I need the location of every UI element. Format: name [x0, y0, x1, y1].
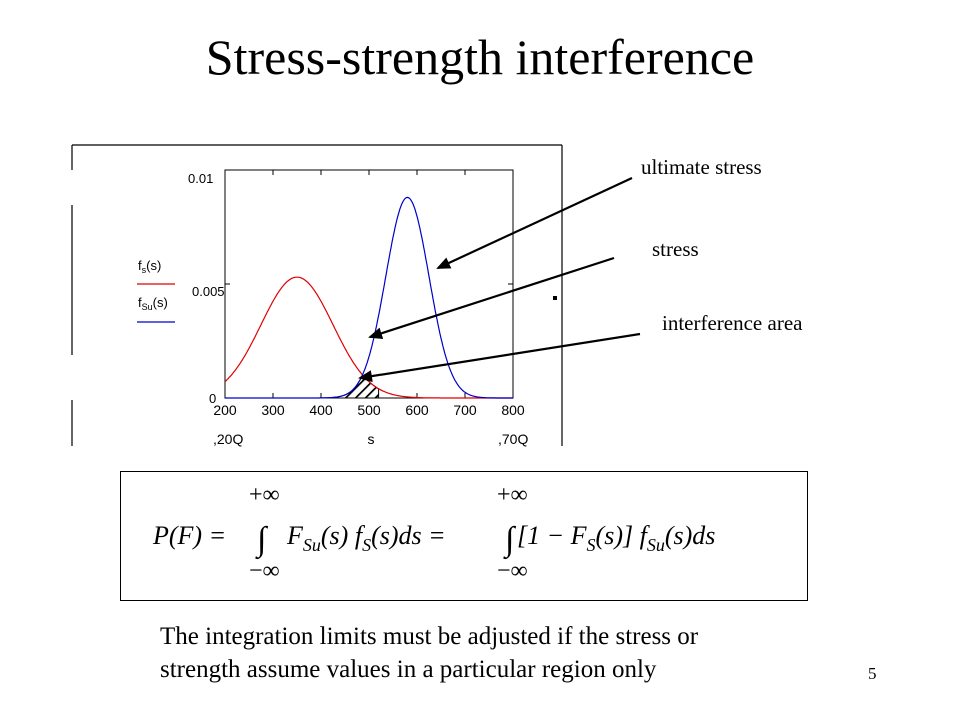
legend: fs(s) fSu(s): [137, 258, 175, 323]
arrow-stress: [368, 256, 615, 340]
formula-box: P(F) = +∞ ∫ −∞ FSu(s) fS(s)ds = +∞ ∫ −∞ …: [120, 471, 808, 601]
series-lines: [224, 196, 513, 399]
interference-hatch: [287, 374, 380, 399]
y-tick-label: 0.005: [192, 284, 225, 299]
x-tick-label: 500: [357, 402, 381, 418]
formula-lhs: P(F) =: [152, 521, 226, 550]
x-tick-label: 600: [405, 402, 429, 418]
callout-ultimate-stress: ultimate stress: [641, 155, 762, 179]
caption: The integration limits must be adjusted …: [160, 620, 860, 686]
formula-term2: [1 − FS(s)] fSu(s)ds: [517, 521, 715, 555]
callout-arrows: [358, 177, 641, 383]
integral-1-sign: ∫: [255, 521, 269, 560]
tick-labels: 200 300 400 500 600 700 800 0 0.005 0.01 s ,20Q ,70Q: [188, 171, 528, 447]
callout-interference-area: interference area: [662, 311, 803, 335]
integral-2-sign: ∫: [503, 521, 517, 560]
marker-dot: [553, 296, 557, 300]
integral-1-upper: +∞: [249, 482, 280, 508]
caption-line-1: The integration limits must be adjusted …: [160, 623, 699, 650]
slide-title: Stress-strength interference: [205, 29, 755, 85]
formula: P(F) = +∞ ∫ −∞ FSu(s) fS(s)ds = +∞ ∫ −∞ …: [152, 482, 715, 584]
x-tick-label: 200: [213, 402, 237, 418]
formula-term1: FSu(s) fS(s)ds =: [286, 521, 446, 555]
x-axis-label: s: [368, 431, 375, 447]
y-tick-label: 0.01: [188, 171, 213, 186]
series-strength-line: [225, 196, 513, 399]
legend-strength-label: fSu(s): [138, 295, 168, 312]
tick-marks: [224, 169, 514, 399]
interference-area: [287, 374, 380, 399]
arrow-ultimate-stress: [436, 177, 633, 269]
caption-line-2: strength assume values in a particular r…: [160, 656, 657, 683]
x-range-label-end: ,70Q: [498, 431, 528, 447]
integral-2-lower: −∞: [497, 558, 528, 584]
x-tick-label: 300: [261, 402, 285, 418]
x-range-label-start: ,20Q: [213, 431, 243, 447]
integral-2-upper: +∞: [497, 482, 528, 508]
series-stress-line: [224, 276, 513, 399]
integral-1-lower: −∞: [249, 558, 280, 584]
plot-area: [224, 169, 514, 399]
x-tick-label: 700: [453, 402, 477, 418]
arrow-interference: [358, 332, 641, 383]
x-tick-label: 400: [309, 402, 333, 418]
y-tick-label: 0: [209, 391, 216, 406]
callout-stress: stress: [652, 237, 699, 261]
chart-frame: [71, 144, 563, 446]
x-tick-label: 800: [501, 402, 525, 418]
page-number: 5: [868, 664, 877, 683]
legend-stress-label: fs(s): [138, 258, 161, 275]
